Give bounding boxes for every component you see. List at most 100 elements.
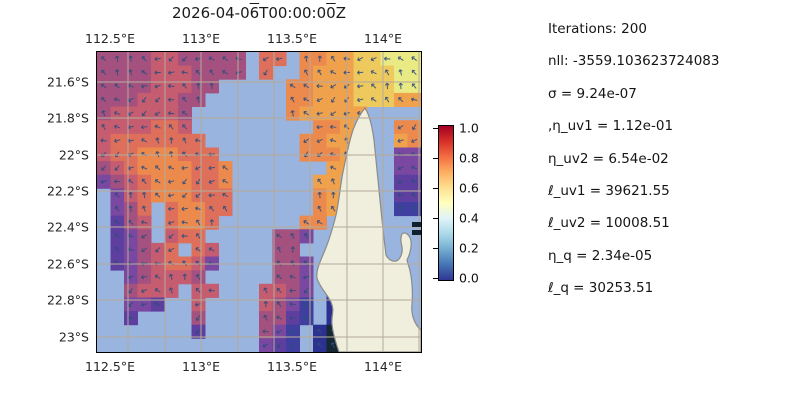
lat-tick-1: 21.8°S: [46, 110, 89, 126]
quiver-arrow: [114, 192, 120, 198]
plot-title: 2026-04-06T00:00:00Z: [97, 4, 421, 22]
quiver-arrow: [398, 82, 403, 89]
lon-tick-top-1: 113°E: [181, 31, 221, 46]
lon-tick-top-3: 114°E: [363, 31, 403, 46]
quiver-arrow: [397, 55, 404, 61]
quiver-arrow: [289, 301, 296, 306]
quiver-arrow: [208, 69, 214, 75]
quiver-arrow: [289, 329, 296, 334]
quiver-arrow: [127, 287, 133, 294]
quiver-arrow: [410, 55, 417, 61]
colorbar-tick-label-2: 0.6: [459, 180, 479, 196]
quiver-arrow: [154, 124, 161, 129]
quiver-arrow: [154, 301, 161, 306]
quiver-arrow: [316, 97, 323, 102]
quiver-arrow: [222, 55, 228, 61]
stat-line-6: ℓ_uv2 = 10008.51: [548, 215, 670, 232]
colorbar-gradient: [438, 125, 454, 281]
quiver-arrow: [208, 205, 214, 211]
quiver-arrow: [195, 192, 201, 198]
quiver-arrow: [167, 110, 174, 116]
quiver-arrow: [316, 342, 323, 348]
colorbar-tick-mark: [433, 218, 438, 220]
quiver-arrow: [290, 109, 295, 117]
quiver-arrow: [181, 137, 187, 144]
land-polygon: [315, 106, 421, 352]
quiver-arrow: [195, 178, 200, 185]
quiver-arrow: [397, 96, 403, 102]
quiver-arrow: [181, 96, 187, 102]
lat-tick-5: 22.6°S: [46, 256, 89, 272]
quiver-arrow: [317, 191, 322, 198]
quiver-arrow: [154, 69, 161, 75]
quiver-arrow: [194, 165, 201, 170]
quiver-arrow: [370, 96, 377, 102]
quiver-arrow: [168, 273, 173, 280]
quiver-arrow: [168, 55, 174, 62]
quiver-arrow: [114, 164, 120, 171]
quiver-arrow: [262, 56, 269, 61]
quiver-arrow: [316, 138, 323, 143]
quiver-arrow: [316, 178, 322, 184]
quiver-arrow: [397, 138, 404, 143]
stat-line-1: nll: -3559.103623724083: [548, 53, 720, 70]
quiver-arrow: [141, 205, 146, 212]
quiver-arrow: [208, 55, 215, 61]
quiver-arrow: [140, 274, 147, 279]
quiver-arrow: [154, 164, 160, 170]
quiver-arrow: [411, 192, 417, 197]
quiver-arrow: [221, 178, 228, 184]
quiver-arrow: [410, 96, 417, 102]
lat-tick-4: 22.4°S: [46, 219, 89, 235]
quiver-arrow: [154, 246, 160, 253]
quiver-arrow: [113, 124, 120, 129]
quiver-arrow: [100, 109, 106, 116]
quiver-arrow: [195, 287, 201, 293]
quiver-arrow: [317, 55, 322, 62]
quiver-arrow: [167, 83, 174, 88]
quiver-arrow: [208, 246, 215, 252]
quiver-arrow: [181, 82, 187, 89]
quiver-arrow: [397, 68, 403, 76]
quiver-arrow: [356, 69, 363, 75]
quiver-arrow: [411, 205, 416, 212]
quiver-arrow: [113, 138, 120, 143]
quiver-arrow: [141, 69, 147, 75]
quiver-arrow: [221, 165, 228, 170]
quiver-arrow: [154, 192, 160, 198]
quiver-arrow: [397, 205, 403, 212]
quiver-arrow: [275, 56, 282, 61]
quiver-arrow: [208, 179, 215, 184]
quiver-arrow: [114, 246, 119, 253]
lat-tick-0: 21.6°S: [46, 74, 89, 90]
quiver-arrow: [140, 124, 147, 129]
quiver-arrow: [208, 287, 215, 293]
quiver-arrow: [329, 69, 336, 74]
quiver-arrow: [397, 124, 404, 130]
stat-line-0: Iterations: 200: [548, 21, 647, 37]
quiver-arrow: [384, 68, 389, 75]
quiver-arrow: [154, 150, 160, 157]
quiver-arrow: [195, 219, 200, 225]
colorbar-tick-mark: [433, 248, 438, 250]
quiver-arrow: [289, 96, 295, 103]
quiver-arrow: [356, 56, 363, 61]
quiver-arrow: [195, 314, 200, 321]
quiver-arrow: [114, 55, 119, 62]
lat-tick-6: 22.8°S: [46, 292, 89, 308]
lon-tick-bottom-1: 113°E: [181, 359, 221, 374]
quiver-arrow: [209, 218, 214, 226]
quiver-arrow: [329, 124, 336, 129]
colorbar-tick-label-4: 0.2: [459, 240, 479, 256]
quiver-arrow: [140, 233, 147, 239]
quiver-arrow: [181, 69, 188, 75]
quiver-arrow: [181, 110, 188, 116]
quiver-arrow: [289, 232, 295, 239]
quiver-arrow: [181, 55, 187, 61]
quiver-arrow: [100, 179, 107, 184]
title-suffix: Z: [335, 4, 346, 22]
quiver-arrow: [194, 302, 201, 307]
quiver-arrow: [303, 232, 308, 239]
quiver-arrow: [330, 55, 335, 62]
quiver-arrow: [303, 68, 308, 76]
